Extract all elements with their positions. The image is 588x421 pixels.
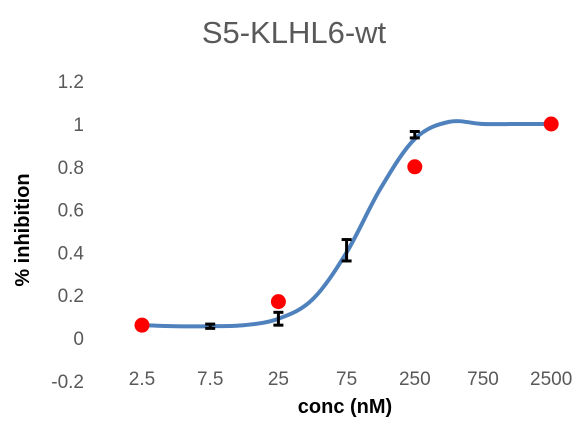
y-tick-label: 0.6	[58, 201, 84, 222]
x-tick-label: 25	[268, 369, 289, 390]
data-point	[407, 159, 423, 175]
y-tick-label: 0.8	[58, 158, 84, 179]
chart-marks	[134, 116, 559, 333]
data-point	[543, 116, 559, 132]
y-tick-label: 1	[73, 115, 84, 136]
data-point	[270, 294, 286, 310]
x-tick-label: 75	[336, 369, 357, 390]
data-point	[134, 317, 150, 333]
y-tick-label: 0.4	[58, 243, 85, 264]
x-tick-label: 2.5	[129, 369, 155, 390]
error-bar	[205, 322, 216, 330]
y-tick-label: -0.2	[51, 372, 84, 393]
x-tick-label: 250	[399, 369, 431, 390]
x-axis-label: conc (nM)	[298, 396, 392, 418]
y-tick-label: 0.2	[58, 286, 84, 307]
x-tick-label: 750	[467, 369, 499, 390]
error-bar	[409, 129, 420, 140]
chart-title: S5-KLHL6-wt	[202, 15, 387, 50]
y-tick-label: 1.2	[58, 72, 84, 93]
y-tick-label: 0	[73, 329, 84, 350]
x-tick-label: 2500	[530, 369, 572, 390]
x-tick-label: 7.5	[197, 369, 223, 390]
axes: -0.2 0 0.2 0.4 0.6 0.8 1 1.2 2.5 7.5 25 75 250 750 250…	[51, 72, 572, 393]
error-bar	[341, 238, 352, 263]
y-axis-label: % inhibition	[12, 173, 34, 286]
error-bar	[273, 310, 284, 327]
